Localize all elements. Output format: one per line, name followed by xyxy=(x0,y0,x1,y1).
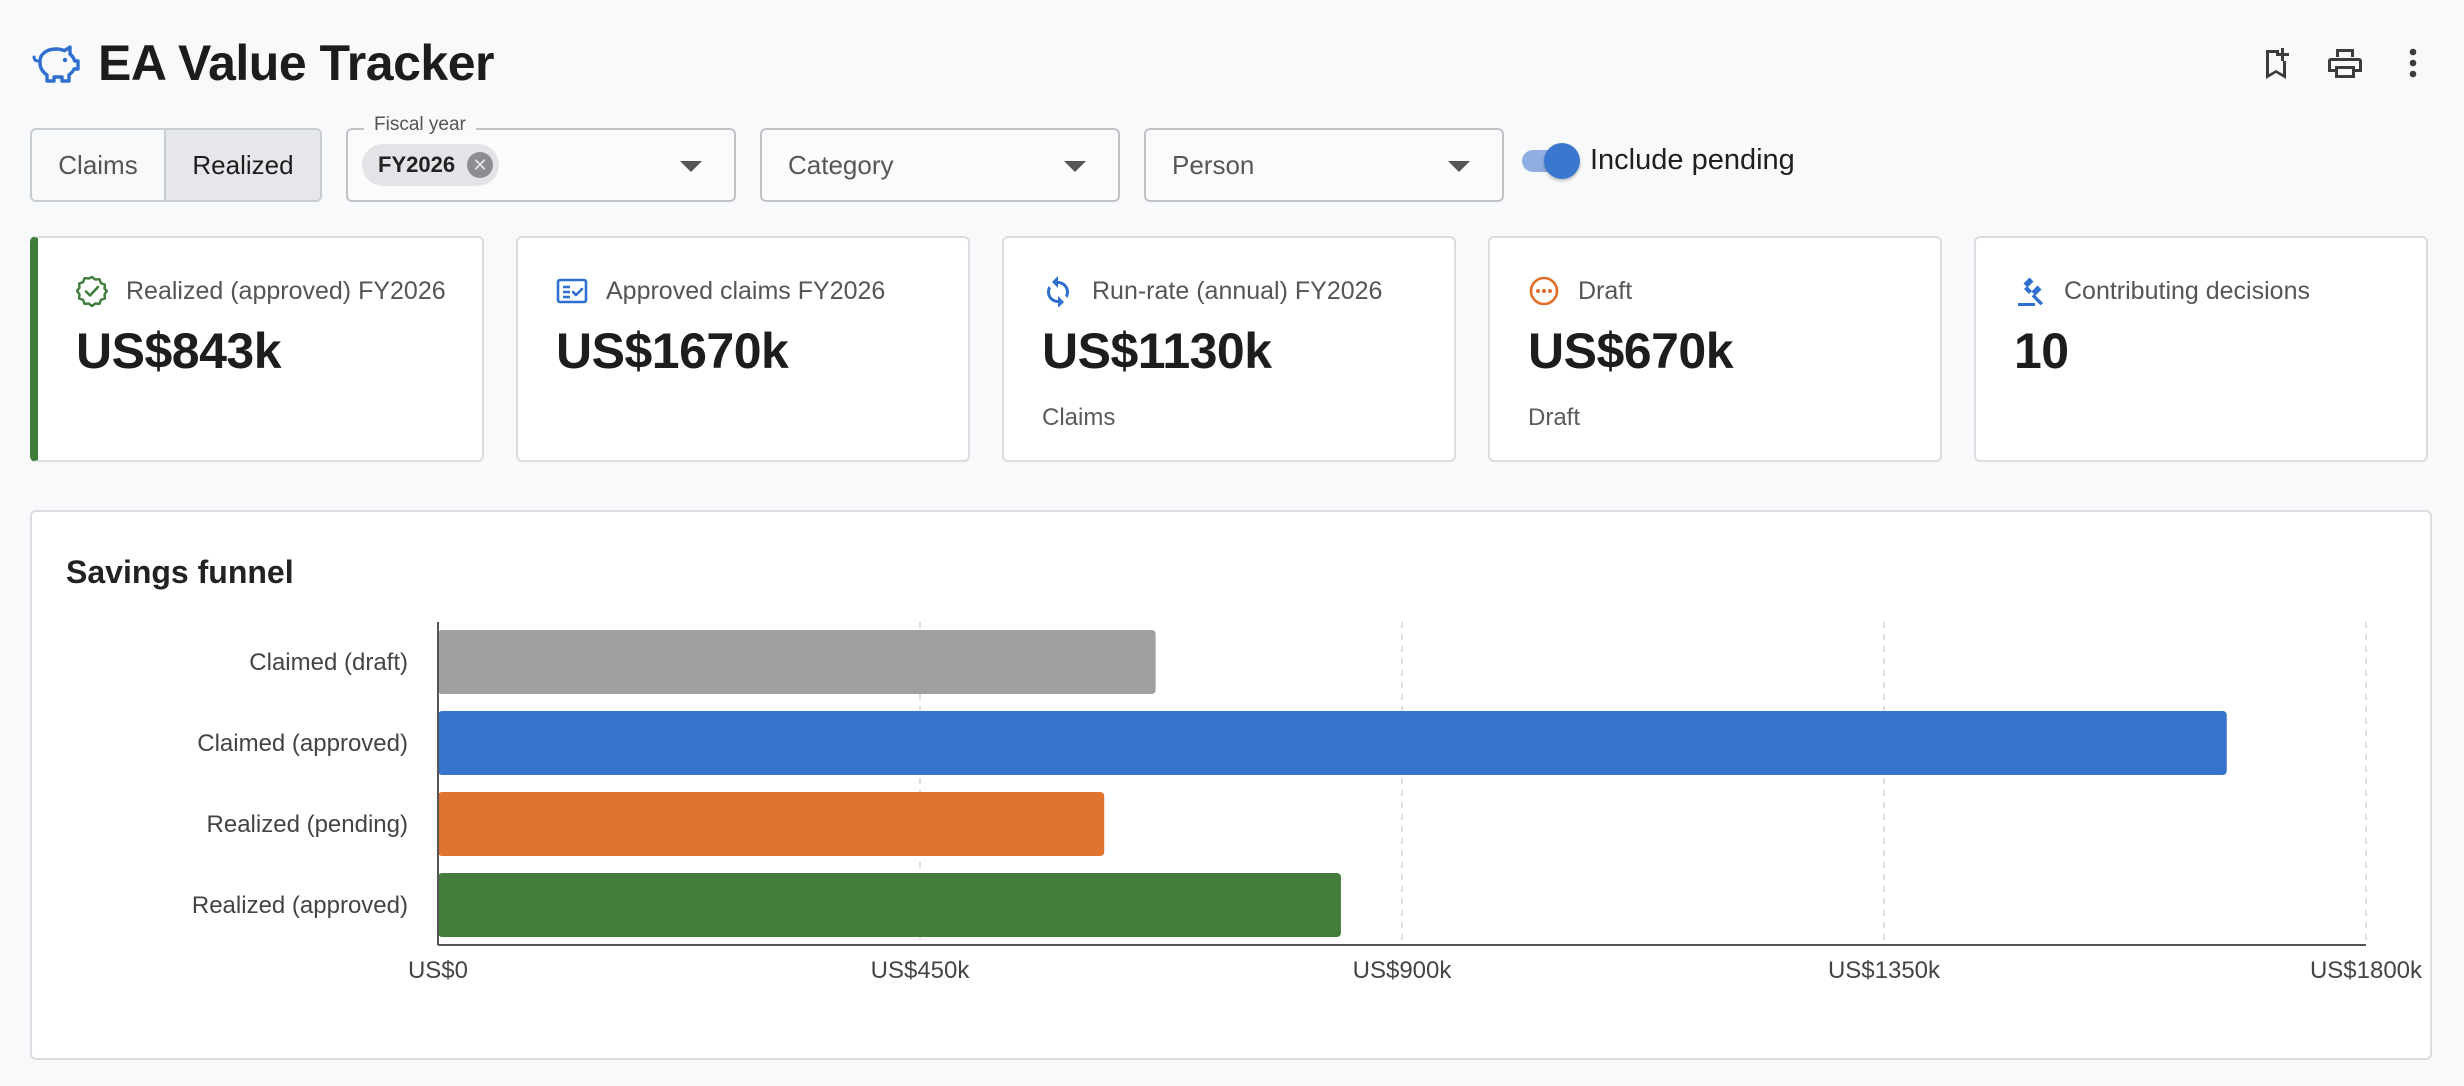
include-pending-label: Include pending xyxy=(1590,144,1795,176)
kpi-value: US$843k xyxy=(76,323,282,379)
chevron-down-icon xyxy=(1448,161,1470,172)
person-select[interactable]: Person xyxy=(1144,128,1504,202)
category-placeholder: Category xyxy=(788,149,894,180)
kpi-label: Run-rate (annual) FY2026 xyxy=(1092,276,1383,305)
x-tick-label: US$0 xyxy=(408,957,468,984)
kpi-label: Draft xyxy=(1578,276,1633,305)
bar-realized-pending xyxy=(438,792,1105,856)
category-label: Claimed (draft) xyxy=(249,649,408,676)
toggle-thumb[interactable] xyxy=(1544,142,1580,179)
fiscal-year-select[interactable]: Fiscal year FY2026 ✕ xyxy=(346,114,736,202)
include-pending-toggle[interactable]: Include pending xyxy=(1522,142,1795,179)
bar-claimed-draft xyxy=(438,630,1156,694)
kpi-value: US$1130k xyxy=(1042,323,1272,379)
bookmark-add-button[interactable] xyxy=(2258,44,2296,82)
gavel-icon xyxy=(2018,277,2043,306)
filter-bar: Claims Realized Fiscal year FY2026 ✕ Cat… xyxy=(30,114,2434,202)
autorenew-icon xyxy=(1047,276,1069,307)
chevron-down-icon xyxy=(680,161,702,172)
savings-funnel-chart: Claimed (draft) Claimed (approved) Realize… xyxy=(192,622,2423,984)
bookmark-add-icon xyxy=(2266,48,2289,79)
bar-claimed-approved xyxy=(438,711,2227,775)
category-label: Realized (pending) xyxy=(207,811,408,838)
x-tick-label: US$1350k xyxy=(1828,957,1941,984)
claims-mode-button[interactable]: Claims xyxy=(32,130,166,200)
bar-realized-approved xyxy=(438,873,1341,937)
kpi-value: US$1670k xyxy=(556,323,789,379)
app-title: EA Value Tracker xyxy=(98,35,494,91)
kpi-label: Contributing decisions xyxy=(2064,276,2310,305)
x-tick-label: US$1800k xyxy=(2310,957,2423,984)
check-badge-icon xyxy=(76,275,108,307)
chip-remove-icon[interactable]: ✕ xyxy=(467,152,494,178)
print-icon xyxy=(2328,49,2362,78)
kpi-value: US$670k xyxy=(1528,323,1734,379)
chart-title: Savings funnel xyxy=(66,554,294,590)
x-tick-label: US$900k xyxy=(1353,957,1453,984)
fiscal-year-chip: FY2026 ✕ xyxy=(362,144,500,186)
kpi-label: Approved claims FY2026 xyxy=(606,276,886,305)
fiscal-year-chip-label: FY2026 xyxy=(378,152,456,177)
realized-mode-button[interactable]: Realized xyxy=(166,130,320,200)
print-button[interactable] xyxy=(2326,44,2364,82)
fiscal-year-label: Fiscal year xyxy=(364,114,476,136)
kpi-card-realized-approved: Realized (approved) FY2026 US$843k xyxy=(30,236,484,462)
kpi-card-draft: Draft US$670k Draft xyxy=(1488,236,1942,462)
kpi-cards: Realized (approved) FY2026 US$843k Appro… xyxy=(30,236,2432,462)
kpi-card-approved-claims: Approved claims FY2026 US$1670k xyxy=(516,236,970,462)
kpi-subtext: Draft xyxy=(1528,404,1581,431)
x-tick-label: US$450k xyxy=(871,957,971,984)
more-vert-icon xyxy=(2409,48,2417,78)
category-label: Realized (approved) xyxy=(192,892,408,919)
chevron-down-icon xyxy=(1064,161,1086,172)
category-select[interactable]: Category xyxy=(760,128,1120,202)
kpi-label: Realized (approved) FY2026 xyxy=(126,276,446,305)
pending-icon xyxy=(1529,276,1559,306)
toggle-track[interactable] xyxy=(1522,142,1580,179)
person-placeholder: Person xyxy=(1172,149,1255,180)
mode-toggle-group: Claims Realized xyxy=(30,128,322,202)
kpi-card-contributing-decisions: Contributing decisions 10 xyxy=(1974,236,2428,462)
kpi-subtext: Claims xyxy=(1042,404,1116,431)
kpi-value: 10 xyxy=(2014,323,2069,379)
piggy-bank-icon xyxy=(32,45,80,83)
app-header: EA Value Tracker xyxy=(32,30,2432,96)
fact-check-icon xyxy=(556,278,588,304)
more-options-button[interactable] xyxy=(2394,44,2432,82)
category-label: Claimed (approved) xyxy=(197,730,408,757)
savings-funnel-panel: Savings funnel Claimed (draft) Claimed (a… xyxy=(30,510,2432,1060)
kpi-card-run-rate: Run-rate (annual) FY2026 US$1130k Claims xyxy=(1002,236,1456,462)
